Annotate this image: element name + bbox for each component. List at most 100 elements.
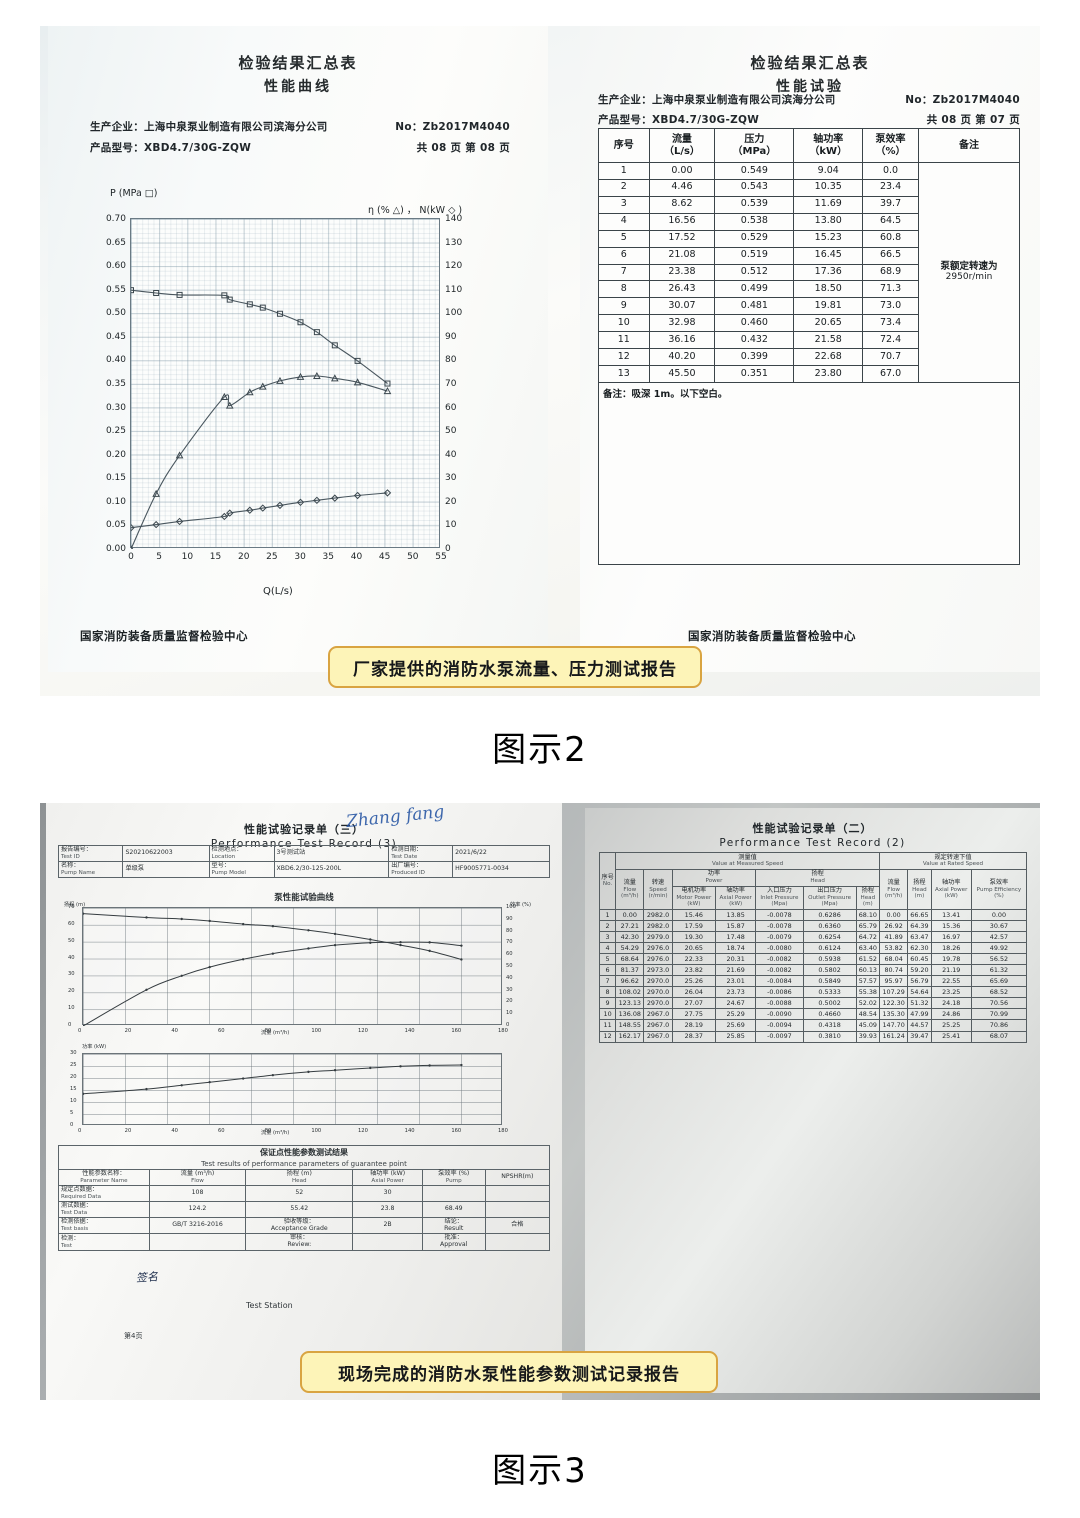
chart-ytick-left: 0.50 bbox=[105, 308, 126, 319]
rec2-cell: 39.93 bbox=[855, 1030, 881, 1043]
summary-cell: 73.4 bbox=[862, 314, 919, 333]
chart-data-point bbox=[296, 372, 305, 380]
fig3-guarantee-title-cn: 保证点性能参数测试结果 bbox=[58, 1145, 550, 1159]
fig3-chart1-ytick-left: 20 bbox=[68, 988, 75, 995]
fig3-chart1-curves bbox=[83, 912, 463, 1026]
performance-curve-chart: P (MPa □) η (% △) ， N(kW ◇ ) 0.00 0.05 0.1… bbox=[68, 166, 538, 626]
chart-xtick: 15 bbox=[209, 552, 222, 562]
rec2-cell: 53.82 bbox=[878, 942, 909, 955]
summary-cell: 30.07 bbox=[648, 297, 716, 316]
chart-xtick: 25 bbox=[266, 552, 278, 562]
fig3-info-row: 报告编号： Test ID S20210622003 检测地点： Location 3号测… bbox=[57, 845, 550, 862]
summary-cell: 45.50 bbox=[648, 365, 716, 383]
fig3-guarantee-cell: 审核： Review: bbox=[245, 1233, 354, 1252]
rec2-cell: 64.72 bbox=[855, 931, 881, 944]
chart-data-point bbox=[175, 517, 184, 526]
rec2-cell: 68.52 bbox=[970, 986, 1028, 999]
fig3-guarantee-cell: 30 bbox=[352, 1184, 423, 1202]
chart-data-point bbox=[259, 504, 267, 512]
rec2-cell: 136.08 bbox=[615, 1008, 645, 1021]
table-row: 7 96.62 2970.0 25.26 23.01 -0.0084 0.5849 57.57… bbox=[598, 975, 1028, 988]
fig3-guarantee-cell: 2B bbox=[352, 1216, 423, 1235]
fig2-left-title: 检验结果汇总表 性能曲线 bbox=[48, 52, 548, 96]
chart-ytick-right: 30 bbox=[445, 473, 457, 484]
rec2-cell: 59.20 bbox=[907, 964, 932, 977]
fig3-chart2-xtick: 140 bbox=[404, 1128, 415, 1134]
chart-ytick-right: 60 bbox=[445, 402, 457, 413]
fig3-chart2-ytick: 30 bbox=[70, 1050, 77, 1056]
rec2-cell: 60.45 bbox=[907, 953, 932, 966]
fig3-footer-test-station: Test Station bbox=[246, 1301, 293, 1310]
rec2-cell: 24.86 bbox=[930, 1008, 972, 1021]
rec2-cell: 48.54 bbox=[855, 1008, 881, 1021]
rec2-cell: 51.32 bbox=[907, 997, 932, 1010]
fig3-chart2-point bbox=[399, 1065, 402, 1068]
fig3-info-cell: 型号： Pump Model bbox=[208, 860, 275, 878]
fig3-chart1-ytick-right: 60 bbox=[506, 951, 513, 958]
fig3-chart1-point bbox=[145, 916, 148, 919]
fig3-guarantee-cell bbox=[148, 1233, 247, 1252]
fig3-guarantee-cell bbox=[484, 1184, 551, 1202]
rec2-cell: 12 bbox=[598, 1030, 617, 1043]
fig3-chart1-ytick-left: 10 bbox=[68, 1005, 75, 1012]
fig3-chart2-series bbox=[83, 1064, 462, 1095]
fig3-left-title-cn: 性能试验记录单（三） bbox=[244, 823, 364, 836]
fig3-guarantee-row-label: 检测依据： Test basis bbox=[58, 1216, 150, 1235]
rec2-header-row: 流量 Flow (m³/h) 转速 Speed (r/min) 功率 Power 扬程 Head 流… bbox=[600, 868, 1028, 911]
rec2-cell: 56.52 bbox=[970, 953, 1028, 966]
chart-data-point bbox=[131, 523, 135, 532]
fig3-chart2-point bbox=[369, 1066, 372, 1070]
rec2-cell: 63.47 bbox=[907, 931, 932, 944]
summary-cell: 7 bbox=[598, 263, 650, 282]
fig2-left-footer-stamp: 国家消防装备质量监督检验中心 bbox=[80, 629, 248, 643]
rec2-cell: 25.41 bbox=[930, 1030, 972, 1043]
chart-ytick-right: 140 bbox=[445, 214, 463, 224]
fig2-right-footer-stamp: 国家消防装备质量监督检验中心 bbox=[688, 629, 856, 643]
fig3-chart1-point bbox=[307, 947, 310, 950]
fig3-guarantee-cell: 68.49 bbox=[421, 1200, 486, 1218]
summary-cell: 40.20 bbox=[648, 348, 716, 367]
rec2-col-header: 测量值 Value at Measured Speed bbox=[615, 852, 880, 870]
rec2-cell: 2976.0 bbox=[643, 942, 673, 955]
chart-data-point bbox=[175, 451, 184, 459]
table-row: 11 148.55 2967.0 28.19 25.69 -0.0094 0.4318 45.… bbox=[598, 1019, 1028, 1032]
rec2-cell: 25.29 bbox=[714, 1008, 757, 1021]
summary-cell: 0.543 bbox=[714, 178, 795, 197]
chart-xtick: 35 bbox=[322, 552, 334, 562]
rec2-cell: 23.01 bbox=[714, 975, 757, 988]
table-row: 1 0.00 0.549 9.04 0.0 泵额定转速为 2950r/min bbox=[598, 162, 1021, 383]
fig3-left-document: Zhang fang 性能试验记录单（三） Performance Test R… bbox=[46, 802, 562, 1400]
fig2-left-no: No：Zb2017M4040 bbox=[395, 121, 510, 133]
fig3-chart2-point bbox=[208, 1080, 211, 1084]
summary-cell: 9.04 bbox=[793, 162, 864, 180]
fig3-guarantee-cell: GB/T 3216-2016 bbox=[148, 1216, 247, 1235]
rec2-cell: 70.99 bbox=[970, 1008, 1028, 1021]
rec2-cell: 0.4318 bbox=[802, 1019, 857, 1032]
table-row: 5 68.64 2976.0 22.33 20.31 -0.0082 0.5938 61.52… bbox=[598, 953, 1028, 966]
summary-cell: 16.56 bbox=[648, 212, 716, 231]
chart-data-point bbox=[220, 512, 229, 521]
fig2-left-meta: 生产企业：上海中泉泵业制造有限公司滨海分公司 No：Zb2017M4040 产品… bbox=[90, 119, 510, 155]
rec2-cell: 107.29 bbox=[878, 986, 909, 999]
rec2-cell: 0.6254 bbox=[802, 931, 857, 944]
chart-data-point bbox=[313, 496, 321, 505]
rec2-header-row: 序号 No. 测量值 Value at Measured Speed 规定转速下值 Val… bbox=[598, 852, 1027, 910]
fig3-chart1-ytick-right: 90 bbox=[506, 915, 513, 922]
fig3-page-no: 第4页 bbox=[124, 1332, 143, 1340]
fig3-chart1-block: 泵性能试验曲线 扬程 (m) 效率 (%) bbox=[58, 891, 550, 908]
fig3-guarantee-cell: 验收等级： Acceptance Grade bbox=[245, 1216, 354, 1235]
rec2-cell: 21.69 bbox=[714, 964, 757, 977]
chart-ytick-left: 0.45 bbox=[105, 331, 126, 342]
fig3-info-cell: S20210622003 bbox=[122, 845, 210, 862]
chart-ytick-right: 100 bbox=[445, 308, 463, 319]
rec2-cell: 16.97 bbox=[930, 931, 972, 944]
rec2-cell: 0.5849 bbox=[802, 975, 857, 988]
summary-cell: 0.351 bbox=[714, 365, 795, 383]
fig3-guarantee-row-label: 规定点数据： Required Data bbox=[58, 1184, 150, 1202]
rec2-cell: 5 bbox=[598, 953, 617, 966]
summary-cell: 10 bbox=[598, 314, 650, 333]
fig3-chart2-point bbox=[83, 1092, 85, 1096]
rec2-cell: -0.0082 bbox=[755, 953, 804, 966]
table-row: 12 40.20 0.399 22.68 70.7 bbox=[598, 348, 1020, 367]
rec2-cell: -0.0080 bbox=[755, 942, 804, 955]
